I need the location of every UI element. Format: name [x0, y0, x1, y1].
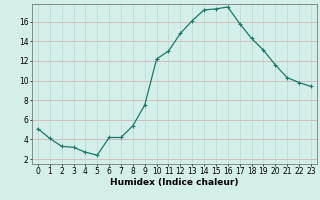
X-axis label: Humidex (Indice chaleur): Humidex (Indice chaleur) — [110, 178, 239, 187]
